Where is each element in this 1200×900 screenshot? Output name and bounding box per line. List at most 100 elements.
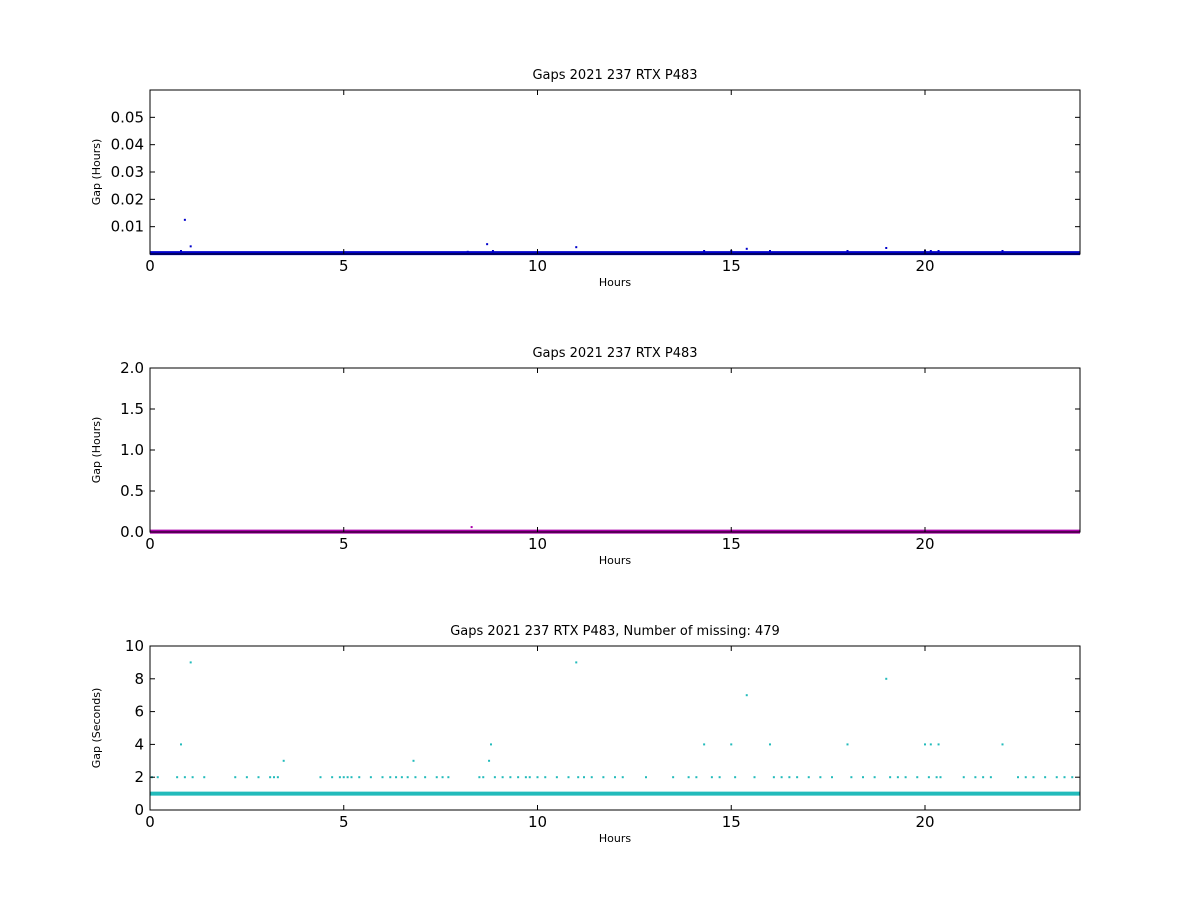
chart-panel-3: Gaps 2021 237 RTX P483, Number of missin… — [90, 624, 1081, 845]
x-tick-label: 0 — [145, 535, 155, 553]
data-point — [672, 776, 675, 779]
data-point — [924, 743, 926, 746]
y-axis-label: Gap (Hours) — [90, 139, 103, 206]
data-point — [939, 776, 942, 779]
data-point — [414, 776, 417, 779]
data-point — [555, 776, 558, 779]
data-point — [788, 776, 791, 779]
y-axis-label: Gap (Hours) — [90, 417, 103, 484]
data-point — [319, 776, 322, 779]
data-point — [191, 776, 194, 779]
data-point — [889, 776, 892, 779]
x-tick-label: 15 — [722, 257, 741, 275]
chart-panel-1: Gaps 2021 237 RTX P483 Hours Gap (Hours) 0 5… — [90, 68, 1081, 289]
chart-title: Gaps 2021 237 RTX P483 — [532, 346, 697, 361]
y-tick-label: 0.04 — [111, 136, 144, 154]
y-tick-label: 0.05 — [111, 108, 144, 126]
data-point — [447, 776, 450, 779]
data-point — [780, 776, 783, 779]
data-point — [234, 776, 237, 779]
data-point — [412, 759, 415, 762]
data-point — [1024, 776, 1027, 779]
y-tick-label: 0 — [134, 801, 144, 819]
data-point — [501, 776, 504, 779]
x-tick-label: 15 — [722, 535, 741, 553]
data-point — [470, 792, 473, 795]
chart-title: Gaps 2021 237 RTX P483 — [532, 68, 697, 83]
chart-panel-2: Gaps 2021 237 RTX P483 Hours Gap (Hours) 0 5… — [90, 346, 1081, 567]
y-tick-label: 1.0 — [120, 441, 144, 459]
data-point — [189, 245, 192, 248]
data-point — [1017, 776, 1019, 779]
data-point — [183, 776, 186, 779]
data-point — [156, 776, 159, 779]
y-tick-label: 2 — [134, 768, 144, 786]
data-point — [695, 776, 698, 779]
x-tick-label: 20 — [915, 535, 934, 553]
plot-area — [150, 646, 1080, 810]
data-point — [488, 759, 491, 762]
data-point — [807, 776, 810, 779]
x-axis-label: Hours — [599, 554, 631, 567]
data-point — [885, 677, 888, 680]
data-point — [273, 776, 275, 779]
data-point — [885, 246, 888, 249]
x-tick-label: 0 — [145, 813, 155, 831]
data-point — [614, 776, 616, 779]
data-point — [203, 776, 206, 779]
plot-area — [150, 368, 1080, 532]
data-point — [734, 776, 737, 779]
y-tick-label: 0.02 — [111, 190, 144, 208]
data-point — [490, 743, 492, 746]
x-axis-label: Hours — [599, 276, 631, 289]
data-point — [509, 776, 512, 779]
data-point — [1001, 743, 1004, 746]
data-point — [400, 776, 403, 779]
y-tick-label: 0.5 — [120, 482, 144, 500]
data-point — [486, 243, 489, 246]
data-point — [769, 249, 771, 252]
y-tick-label: 2.0 — [120, 359, 144, 377]
data-point — [621, 776, 624, 779]
y-axis-label: Gap (Seconds) — [90, 688, 103, 769]
x-axis-label: Hours — [599, 832, 631, 845]
data-point — [478, 776, 481, 779]
y-tick-label: 6 — [134, 703, 144, 721]
data-point — [687, 776, 690, 779]
data-point — [982, 776, 985, 779]
data-point — [180, 249, 182, 252]
data-point — [927, 776, 930, 779]
data-point — [583, 776, 585, 779]
data-point — [846, 249, 849, 252]
data-point — [276, 776, 279, 779]
data-point — [916, 776, 919, 779]
y-tick-label: 10 — [125, 637, 144, 655]
x-tick-label: 20 — [915, 813, 934, 831]
data-point — [369, 776, 372, 779]
data-point — [176, 776, 179, 779]
data-point — [536, 776, 539, 779]
data-point — [769, 743, 771, 746]
data-point — [395, 776, 398, 779]
x-tick-label: 15 — [722, 813, 741, 831]
y-tick-label: 0.01 — [111, 218, 144, 236]
data-point — [544, 776, 547, 779]
data-point — [819, 776, 822, 779]
data-point — [1071, 776, 1074, 779]
data-point — [342, 776, 345, 779]
data-point — [1001, 249, 1004, 252]
data-point — [331, 776, 334, 779]
x-tick-label: 20 — [915, 257, 934, 275]
data-point — [189, 661, 192, 664]
data-point — [937, 743, 940, 746]
data-point — [796, 776, 799, 779]
x-tick-label: 5 — [339, 535, 349, 553]
data-point — [180, 743, 182, 746]
data-point — [753, 776, 756, 779]
data-point — [846, 743, 849, 746]
data-point — [389, 776, 392, 779]
data-point — [441, 776, 444, 779]
data-point — [645, 776, 647, 779]
data-point — [350, 776, 353, 779]
